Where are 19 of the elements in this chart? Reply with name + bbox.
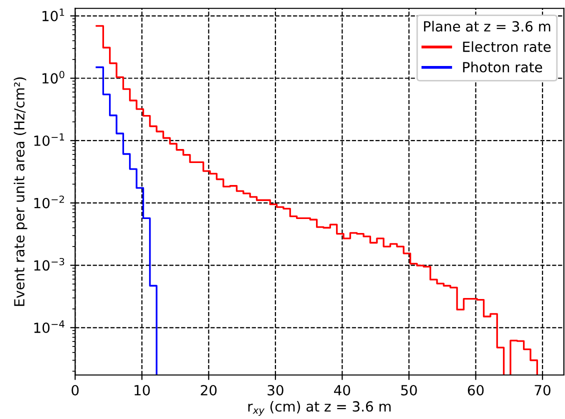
legend-label: Electron rate — [463, 41, 551, 52]
x-tick-label: 60 — [468, 384, 484, 396]
x-tick-label: 50 — [401, 384, 417, 396]
x-tick-label: 30 — [268, 384, 284, 396]
y-tick-label: 10$^{−2}$ — [34, 196, 64, 208]
x-tick-label: 70 — [534, 384, 550, 396]
x-tick-label: 40 — [334, 384, 350, 396]
x-tick-label: 0 — [72, 384, 79, 396]
x-tick-label: 20 — [200, 384, 217, 396]
y-tick-label: 10$^{0}$ — [42, 70, 64, 84]
y-axis-title: Event rate per unit area (Hz/cm²) — [14, 77, 28, 306]
y-tick-label: 10$^{1}$ — [42, 8, 64, 22]
legend-title: Plane at z = 3.6 m — [424, 20, 550, 32]
x-tick-label: 10 — [134, 384, 150, 396]
y-tick-label: 10$^{−3}$ — [34, 258, 64, 271]
y-tick-label: 10$^{−4}$ — [34, 320, 64, 334]
y-tick-label: 10$^{−1}$ — [34, 133, 64, 146]
legend-label: Photon rate — [463, 62, 542, 72]
x-axis-title: r$_{xy}$ (cm) at z = 3.6 m — [248, 400, 391, 416]
